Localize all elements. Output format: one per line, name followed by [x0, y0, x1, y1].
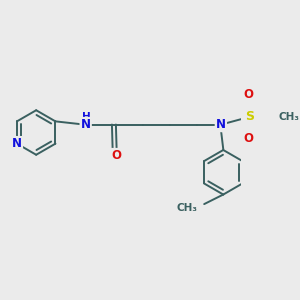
Text: O: O: [244, 132, 254, 146]
Text: CH₃: CH₃: [177, 203, 198, 213]
Text: N: N: [81, 118, 91, 131]
Text: O: O: [244, 88, 254, 101]
Text: N: N: [12, 137, 22, 150]
Text: N: N: [216, 118, 226, 131]
Text: O: O: [112, 149, 122, 162]
Text: S: S: [245, 110, 254, 123]
Text: CH₃: CH₃: [278, 112, 299, 122]
Text: H: H: [82, 112, 91, 122]
